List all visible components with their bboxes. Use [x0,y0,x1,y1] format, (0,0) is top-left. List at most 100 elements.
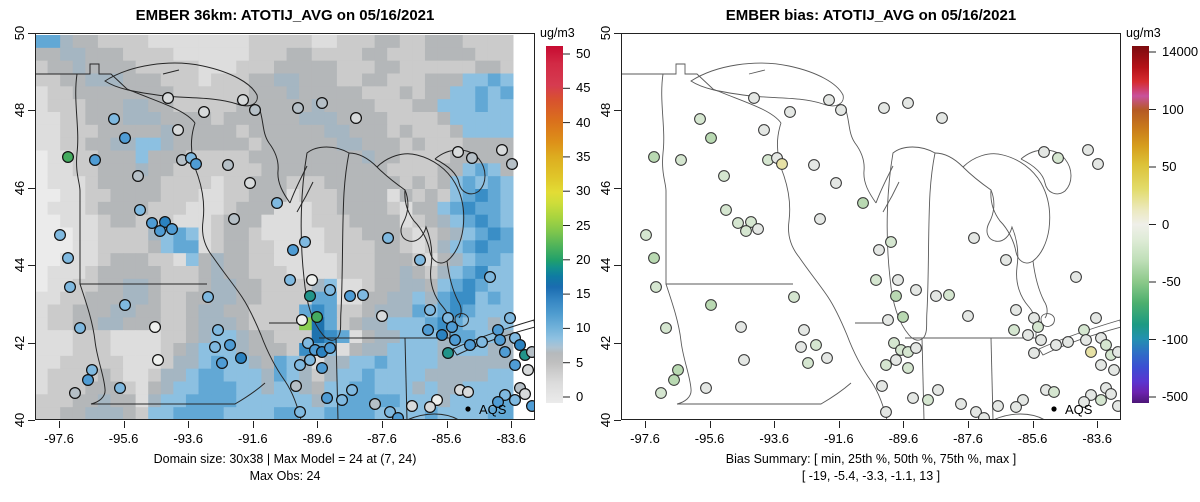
raster-cell [387,47,401,62]
raster-cell [261,163,275,177]
raster-cell [412,355,426,370]
raster-cell [211,381,225,395]
raster-cell [148,330,162,344]
raster-cell [185,189,200,203]
raster-cell [236,73,250,87]
raster-cell [299,201,313,216]
raster-cell [185,407,200,420]
aqs-site-dot [81,374,94,387]
aqs-site-dot [936,112,948,124]
raster-cell [85,99,99,113]
raster-cell [35,278,49,293]
raster-cell [148,266,162,280]
raster-cell [211,253,225,267]
raster-cell [437,266,451,280]
raster-cell [135,214,149,228]
aqs-site-dot [294,406,307,419]
colorbar-tick-label: 0 [1162,216,1170,232]
raster-cell [160,278,174,293]
raster-cell [110,150,124,164]
y-axis-tick-label: 46 [598,180,613,196]
raster-cell [148,99,162,113]
raster-cell [311,47,325,62]
raster-cell [412,381,426,395]
raster-cell [374,99,388,113]
raster-cell [97,73,111,87]
raster-cell [47,189,61,203]
raster-cell [336,124,350,139]
raster-cell [336,137,350,151]
raster-cell [274,381,288,395]
raster-cell [123,189,137,203]
y-axis-tick [614,342,621,344]
colorbar-tick-label: 10 [576,320,591,336]
raster-cell [248,47,262,62]
raster-cell [148,253,162,267]
raster-cell [47,343,61,357]
y-axis-tick-label: 42 [12,335,27,350]
raster-cell [248,317,262,331]
raster-cell [198,368,212,382]
raster-cell [261,112,275,126]
aqs-site-dot [492,324,505,337]
aqs-site-dot [660,322,672,334]
raster-cell [399,73,413,87]
aqs-site-dot [1010,401,1022,413]
raster-cell [60,137,74,151]
raster-cell [487,355,501,370]
raster-cell [299,368,313,382]
raster-cell [487,407,501,420]
aqs-site-dot [64,281,77,294]
x-axis-tick [188,421,190,428]
raster-cell [35,163,49,177]
raster-cell [462,394,476,408]
aqs-site-dot [406,400,419,413]
raster-cell [475,150,489,164]
raster-cell [299,150,313,164]
raster-cell [437,368,451,382]
aqs-site-dot [1095,359,1107,371]
aqs-site-dot [776,158,788,170]
raster-cell [160,266,174,280]
raster-cell [475,112,489,126]
aqs-site-dot [228,213,241,226]
raster-cell [399,99,413,113]
raster-cell [211,35,225,49]
raster-cell [437,47,451,62]
raster-cell [60,368,74,382]
aqs-site-dot [244,177,257,190]
raster-cell [211,176,225,190]
aqs-site-dot [738,354,750,366]
raster-cell [437,227,451,241]
raster-cell [72,266,86,280]
raster-cell [35,214,49,228]
raster-cell [47,317,61,331]
aqs-site-dot [107,112,120,125]
aqs-legend-label: AQS [479,402,507,417]
raster-cell [97,163,111,177]
raster-cell [85,394,99,408]
raster-cell [248,201,262,216]
raster-cell [500,240,514,254]
raster-cell [399,266,413,280]
raster-cell [211,150,225,164]
aqs-site-dot [198,105,211,118]
raster-cell [487,35,501,49]
raster-cell [487,60,501,74]
aqs-site-dot [499,389,512,402]
raster-cell [387,214,401,228]
aqs-site-dot [54,229,67,242]
raster-cell [387,35,401,49]
raster-cell [437,201,451,216]
raster-cell [362,368,376,382]
raster-cell [349,47,363,62]
raster-cell [324,137,338,151]
raster-cell [261,47,275,62]
raster-cell [274,214,288,228]
aqs-site-dot [885,236,897,248]
aqs-site-dot [1017,394,1029,406]
aqs-site-dot [449,334,462,347]
raster-cell [462,47,476,62]
raster-cell [110,35,124,49]
model-caption-line2: Max Obs: 24 [249,469,321,483]
